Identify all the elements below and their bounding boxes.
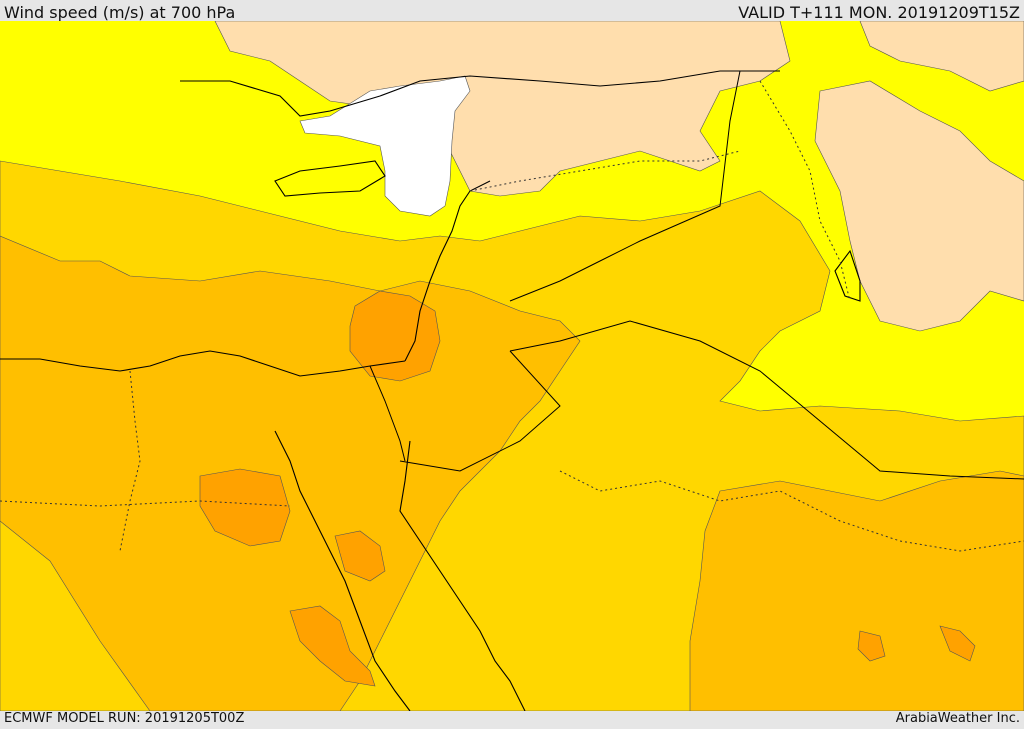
border-saudi-jordan	[399, 350, 561, 472]
coastline-red-sea-east	[399, 440, 526, 711]
coastline-red-sea-west	[274, 430, 411, 711]
border-egypt-libya	[119, 370, 141, 552]
border-sinai	[369, 365, 406, 462]
model-run-label: ECMWF MODEL RUN: 20191205T00Z	[4, 711, 245, 726]
coastline-cyprus	[274, 160, 386, 197]
border-iran-iraq	[759, 80, 851, 302]
band-dark-orange-2	[199, 468, 291, 547]
band-tan-northeast	[859, 21, 1024, 92]
credit-label: ArabiaWeather Inc.	[895, 711, 1020, 726]
band-dark-orange-5	[857, 630, 886, 662]
band-orange-southeast	[689, 470, 1024, 711]
coastline-anatolia	[180, 70, 780, 117]
band-dark-orange-3	[289, 605, 376, 687]
border-jordan-iraq	[509, 70, 741, 302]
coastline-levant	[404, 180, 491, 362]
wind-speed-map	[0, 21, 1024, 711]
band-dark-orange-6	[939, 625, 976, 662]
border-saudi-iraq	[509, 320, 1024, 480]
border-egypt-sudan	[0, 500, 291, 507]
map-title: Wind speed (m/s) at 700 hPa	[4, 3, 236, 22]
band-white-calm	[299, 75, 471, 217]
band-dark-orange-4	[334, 530, 386, 582]
band-tan-east	[814, 80, 1024, 332]
coastline-north-africa	[0, 350, 406, 377]
band-tan-north	[214, 21, 791, 197]
coastline-persian-gulf	[834, 249, 861, 302]
band-dark-orange-1	[349, 290, 441, 382]
valid-time-label: VALID T+111 MON. 20191209T15Z	[738, 3, 1020, 22]
border-saudi-internal	[559, 470, 1024, 552]
